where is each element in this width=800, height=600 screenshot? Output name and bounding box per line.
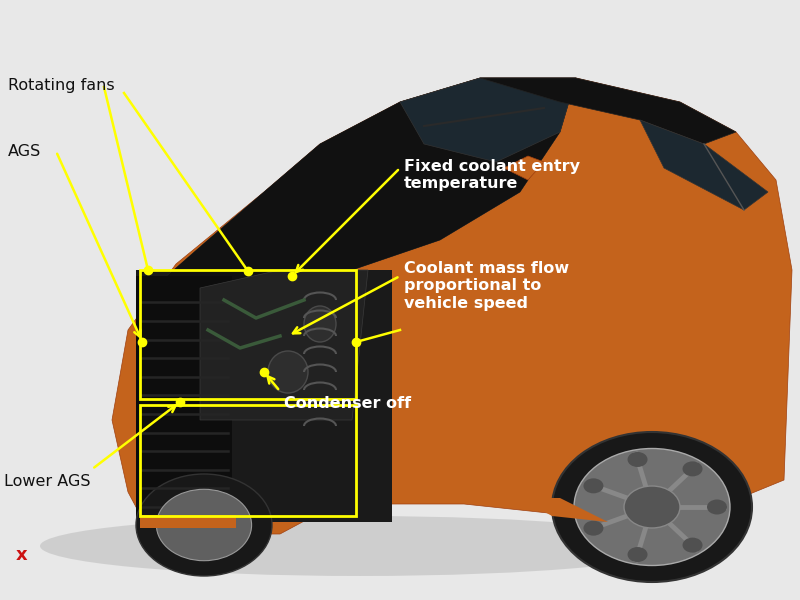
Bar: [136, 270, 392, 522]
Ellipse shape: [707, 499, 727, 514]
Text: x: x: [16, 546, 28, 564]
Ellipse shape: [627, 547, 647, 562]
Ellipse shape: [304, 306, 336, 342]
Bar: [140, 515, 236, 528]
Text: AGS: AGS: [8, 144, 42, 159]
Text: Lower AGS: Lower AGS: [4, 474, 90, 489]
Text: Coolant mass flow
proportional to
vehicle speed: Coolant mass flow proportional to vehicl…: [404, 261, 569, 311]
Ellipse shape: [40, 516, 680, 576]
Text: Rotating fans: Rotating fans: [8, 78, 114, 93]
Circle shape: [574, 449, 730, 565]
Ellipse shape: [268, 351, 308, 393]
Polygon shape: [160, 78, 576, 282]
Polygon shape: [480, 78, 736, 144]
Bar: [140, 270, 356, 399]
Polygon shape: [400, 78, 576, 162]
Polygon shape: [160, 78, 576, 282]
Ellipse shape: [583, 478, 603, 493]
Polygon shape: [200, 270, 368, 420]
Bar: [140, 405, 356, 516]
Ellipse shape: [682, 538, 702, 553]
Polygon shape: [112, 78, 792, 534]
Circle shape: [136, 474, 272, 576]
Text: Condenser off: Condenser off: [284, 396, 411, 411]
Polygon shape: [520, 498, 608, 522]
Text: Fixed coolant entry
temperature: Fixed coolant entry temperature: [404, 159, 580, 191]
Bar: [136, 276, 232, 516]
Circle shape: [157, 490, 251, 560]
Ellipse shape: [682, 461, 702, 476]
Ellipse shape: [583, 521, 603, 536]
Circle shape: [552, 432, 752, 582]
Polygon shape: [504, 156, 544, 180]
Polygon shape: [640, 120, 768, 210]
Ellipse shape: [627, 452, 647, 467]
Circle shape: [624, 486, 680, 528]
